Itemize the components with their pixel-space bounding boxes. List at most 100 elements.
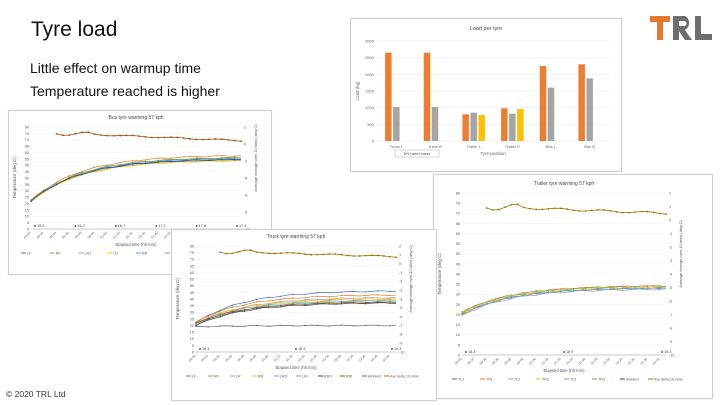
legend-entry: Ave delta 10 mins bbox=[390, 374, 419, 378]
series-point bbox=[138, 135, 141, 138]
series-point bbox=[659, 288, 661, 291]
x-tick-label: 00:10 bbox=[200, 354, 209, 363]
series-point bbox=[584, 287, 587, 289]
y2-tick-label: -2 bbox=[244, 159, 247, 163]
series-point bbox=[280, 301, 282, 304]
bar bbox=[509, 113, 516, 141]
series-point bbox=[157, 157, 159, 159]
marker-label: 17.2 bbox=[158, 224, 165, 228]
series-point bbox=[646, 285, 649, 288]
x-tick-label: 00:40 bbox=[74, 231, 83, 240]
series-point bbox=[93, 169, 96, 172]
series-line-average-delta bbox=[220, 249, 397, 258]
series-point bbox=[304, 299, 306, 302]
series-point bbox=[207, 319, 209, 321]
series-point bbox=[473, 306, 476, 308]
y2-tick-label: 2 bbox=[669, 191, 671, 195]
series-point bbox=[659, 285, 661, 287]
series-point bbox=[286, 251, 288, 254]
y-tick-label: 45 bbox=[25, 170, 29, 174]
marker-dot bbox=[34, 225, 36, 227]
series-point bbox=[634, 286, 636, 288]
series-point bbox=[208, 159, 210, 162]
x-tick-label: 00:30 bbox=[61, 231, 70, 240]
y2-tick-label: -3 bbox=[669, 259, 672, 263]
series-point bbox=[609, 285, 612, 288]
series-point bbox=[221, 159, 223, 162]
series-point bbox=[535, 294, 537, 296]
bar bbox=[539, 66, 547, 141]
series-point bbox=[340, 291, 343, 293]
y-tick-label: 20 bbox=[190, 324, 194, 328]
series-point bbox=[584, 286, 587, 288]
series-point bbox=[304, 293, 306, 295]
series-point bbox=[268, 304, 270, 306]
series-point bbox=[68, 179, 70, 181]
series-point bbox=[340, 294, 343, 297]
series-point bbox=[547, 291, 550, 294]
legend-entry: TL2 bbox=[514, 377, 520, 381]
series-point bbox=[255, 324, 258, 327]
series-point bbox=[280, 303, 282, 305]
series-point bbox=[81, 173, 83, 176]
x-tick-label: 00:00 bbox=[454, 357, 463, 366]
series-point bbox=[249, 249, 252, 251]
series-point bbox=[304, 324, 306, 327]
series-point bbox=[498, 300, 500, 302]
series-point bbox=[322, 253, 325, 256]
x-tick-label: 00:40 bbox=[237, 354, 246, 363]
series-point bbox=[292, 297, 294, 299]
series-point bbox=[328, 300, 331, 302]
series-point bbox=[535, 292, 537, 294]
x-tick-label: 00:00 bbox=[188, 354, 197, 363]
series-point bbox=[364, 302, 367, 304]
series-point bbox=[340, 253, 343, 256]
marker-label: 19.3 bbox=[394, 347, 401, 351]
y-tick-label: 65 bbox=[190, 264, 194, 268]
marker-dot bbox=[465, 351, 467, 353]
series-point bbox=[547, 290, 550, 292]
series-point bbox=[183, 158, 185, 161]
series-point bbox=[376, 254, 379, 257]
bar bbox=[547, 87, 555, 141]
chart-title: Bus tyre warming 57 kph bbox=[108, 115, 163, 121]
series-point bbox=[55, 181, 58, 183]
bullet-temperature: Temperature reached is higher bbox=[30, 83, 220, 99]
series-point bbox=[195, 321, 197, 323]
y2-tick-label: 0 bbox=[669, 218, 671, 222]
series-point bbox=[572, 289, 574, 291]
series-point bbox=[316, 298, 318, 300]
series-point bbox=[81, 131, 83, 134]
y-tick-label: 25 bbox=[190, 317, 194, 321]
x-axis-label: Tyre position bbox=[480, 151, 506, 156]
series-point bbox=[395, 256, 397, 259]
series-point bbox=[195, 161, 198, 163]
series-point bbox=[208, 138, 211, 141]
x-tick-label: 01:20 bbox=[125, 231, 134, 240]
series-point bbox=[364, 294, 367, 297]
series-point bbox=[377, 324, 379, 327]
series-point bbox=[219, 310, 221, 312]
series-point bbox=[646, 210, 649, 213]
y2-tick-label: 2 bbox=[399, 244, 401, 248]
legend-entry: LR1 bbox=[85, 251, 92, 255]
series-point bbox=[328, 325, 331, 327]
y2-tick-label: -9 bbox=[669, 340, 672, 344]
series-point bbox=[55, 183, 58, 185]
series-line bbox=[195, 324, 397, 328]
series-point bbox=[364, 299, 367, 302]
x-tick-label: 01:50 bbox=[590, 357, 599, 366]
series-point bbox=[566, 208, 568, 211]
series-point bbox=[352, 300, 355, 302]
series-point bbox=[584, 288, 587, 291]
y-tick-label: 30 bbox=[456, 293, 460, 297]
series-point bbox=[157, 159, 159, 162]
series-point bbox=[170, 157, 172, 159]
y-tick-label: 25 bbox=[456, 303, 460, 307]
series-point bbox=[665, 213, 667, 216]
series-point bbox=[389, 290, 391, 293]
series-point bbox=[93, 168, 96, 171]
series-point bbox=[144, 159, 147, 161]
x-tick-label: 01:20 bbox=[285, 354, 294, 363]
series-point bbox=[157, 162, 159, 165]
